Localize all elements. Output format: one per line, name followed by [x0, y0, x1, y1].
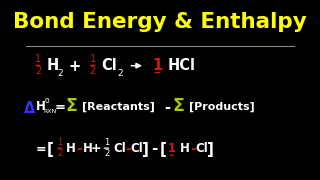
Text: H: H [36, 100, 46, 113]
Text: Cl: Cl [113, 142, 126, 155]
Text: o: o [45, 96, 49, 105]
Text: ]: ] [142, 142, 149, 157]
Text: 2: 2 [90, 66, 96, 76]
Text: Σ: Σ [65, 97, 77, 115]
Text: -: - [164, 100, 170, 115]
Text: 2: 2 [57, 69, 63, 78]
Text: H: H [66, 142, 76, 155]
Text: -: - [125, 141, 131, 156]
Text: +: + [69, 59, 81, 74]
Text: 1: 1 [152, 58, 162, 73]
Text: 2: 2 [117, 69, 123, 78]
Text: Bond Energy & Enthalpy: Bond Energy & Enthalpy [13, 12, 307, 32]
Text: 2: 2 [35, 66, 41, 76]
Text: =: = [36, 143, 46, 156]
Text: RXN: RXN [43, 109, 56, 114]
Text: H: H [47, 58, 59, 73]
Text: Cl: Cl [130, 142, 143, 155]
Text: [: [ [160, 142, 167, 157]
Text: Cl: Cl [195, 142, 208, 155]
Text: 2: 2 [104, 149, 109, 158]
Text: 1: 1 [104, 138, 109, 147]
Text: +: + [91, 142, 102, 155]
Text: -: - [151, 141, 158, 156]
Text: Σ: Σ [172, 97, 184, 115]
Text: ]: ] [207, 142, 214, 157]
Text: 1: 1 [57, 138, 62, 147]
Text: Cl: Cl [101, 58, 117, 73]
Text: 1: 1 [167, 142, 176, 155]
Text: Δ: Δ [24, 100, 36, 116]
Text: -: - [76, 141, 82, 156]
Text: 1: 1 [35, 54, 41, 64]
Text: -: - [190, 141, 196, 156]
Text: 2: 2 [57, 149, 62, 158]
Text: H: H [82, 142, 92, 155]
Text: [Reactants]: [Reactants] [83, 102, 155, 112]
Text: =: = [54, 101, 65, 114]
Text: H: H [180, 142, 190, 155]
Text: 1: 1 [90, 54, 96, 64]
Text: [: [ [47, 142, 54, 157]
Text: HCl: HCl [168, 58, 196, 73]
Text: [Products]: [Products] [189, 102, 255, 112]
